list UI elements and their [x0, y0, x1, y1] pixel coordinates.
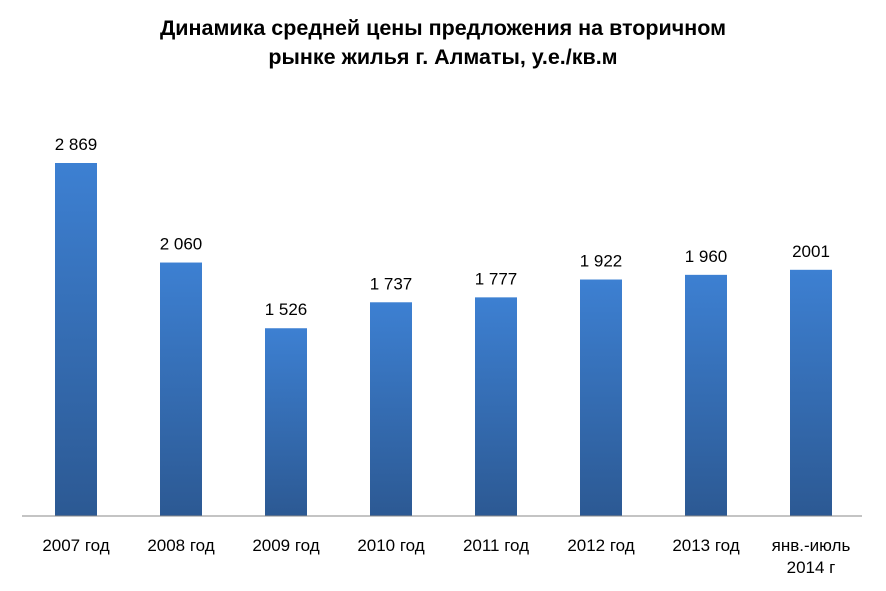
- data-label: 1 960: [685, 247, 728, 266]
- bar: [370, 302, 412, 516]
- bar: [790, 269, 832, 516]
- x-tick-label: 2013 год: [672, 536, 739, 555]
- x-tick-label: 2012 год: [567, 536, 634, 555]
- x-tick-label: 2011 год: [463, 536, 529, 555]
- bar: [685, 274, 727, 516]
- x-tick-label: 2014 г: [787, 558, 836, 577]
- data-label: 1 737: [370, 274, 413, 293]
- bar: [265, 328, 307, 516]
- data-label: 1 922: [580, 252, 623, 271]
- chart-title-line-1: Динамика средней цены предложения на вто…: [159, 16, 726, 40]
- x-tick-label: 2009 год: [252, 536, 319, 555]
- chart-title: Динамика средней цены предложения на вто…: [0, 14, 886, 72]
- data-label: 2 869: [55, 135, 98, 154]
- bar: [475, 297, 517, 516]
- data-label: 2001: [792, 242, 830, 261]
- x-tick-label: 2007 год: [42, 536, 109, 555]
- x-tick-label: 2008 год: [147, 536, 214, 555]
- bar: [160, 262, 202, 516]
- data-label: 1 526: [265, 300, 308, 319]
- chart-title-line-2: рынке жилья г. Алматы, у.е./кв.м: [268, 45, 618, 69]
- bar: [580, 279, 622, 516]
- bar: [55, 163, 97, 516]
- x-tick-label: 2010 год: [357, 536, 424, 555]
- data-label: 1 777: [475, 269, 518, 288]
- data-label: 2 060: [160, 235, 203, 254]
- x-tick-label: янв.-июль: [772, 536, 851, 555]
